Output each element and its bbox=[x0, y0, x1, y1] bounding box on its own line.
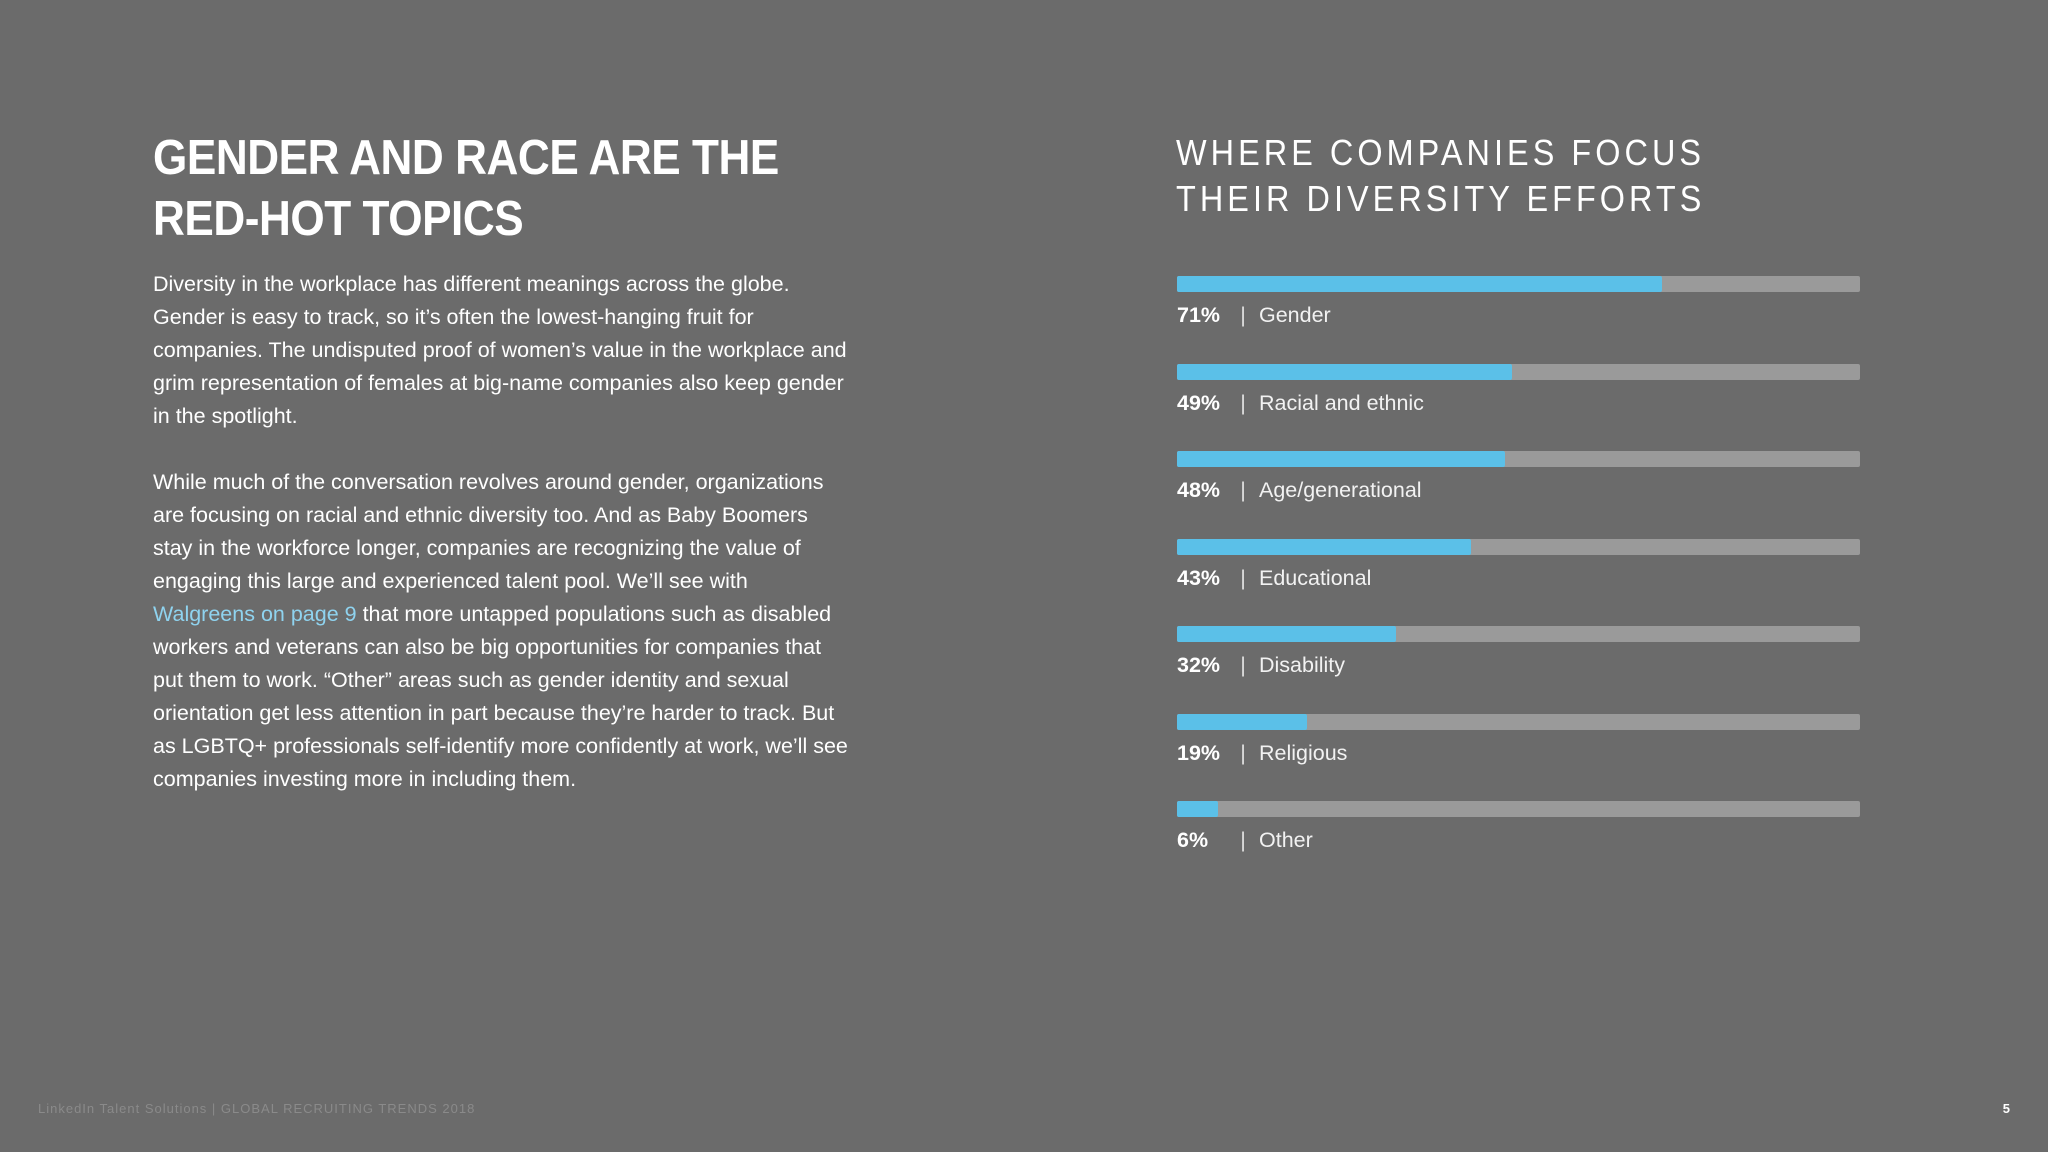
chart-title: WHERE COMPANIES FOCUS THEIR DIVERSITY EF… bbox=[1176, 130, 1705, 222]
bar-label: 71% | Gender bbox=[1177, 300, 1331, 330]
bar-value-label: 43% bbox=[1177, 565, 1221, 590]
bar-value-label: 48% bbox=[1177, 478, 1221, 502]
label-separator: | bbox=[1240, 478, 1246, 502]
bar-track bbox=[1177, 626, 1860, 642]
bar-value-label: 19% bbox=[1177, 740, 1221, 765]
label-separator: | bbox=[1240, 565, 1246, 590]
headline-line-1: GENDER AND RACE ARE THE bbox=[153, 131, 779, 185]
chart-row: 32% | Disability bbox=[1177, 626, 1860, 714]
bar-value-label: 49% bbox=[1177, 390, 1221, 415]
chart-row: 49% | Racial and ethnic bbox=[1177, 363, 1860, 452]
bar-fill bbox=[1177, 713, 1307, 730]
label-separator: | bbox=[1240, 390, 1246, 415]
page-number: 5 bbox=[2002, 1101, 2010, 1116]
headline-line-2: RED-HOT TOPICS bbox=[153, 192, 524, 246]
bar-track bbox=[1177, 451, 1860, 467]
body-paragraph-1: Diversity in the workplace has different… bbox=[153, 272, 847, 428]
diversity-focus-bar-chart: 71% | Gender 49% | Racial and ethnic 48% | Age/g… bbox=[1177, 276, 1860, 889]
bar-category-label: Educational bbox=[1259, 565, 1372, 590]
bar-category-label: Age/generational bbox=[1259, 478, 1422, 502]
bar-value-label: 6% bbox=[1177, 828, 1209, 852]
bar-label: 32% | Disability bbox=[1177, 650, 1345, 680]
bar-fill bbox=[1177, 801, 1218, 817]
footer-credit: LinkedIn Talent Solutions | GLOBAL RECRU… bbox=[38, 1101, 476, 1116]
bar-label: 6% | Other bbox=[1177, 825, 1313, 855]
label-separator: | bbox=[1240, 303, 1246, 327]
bar-fill bbox=[1177, 538, 1471, 555]
chart-title-line-2: THEIR DIVERSITY EFFORTS bbox=[1176, 178, 1706, 219]
paragraph-2-text-end: that more untapped populations such as d… bbox=[153, 602, 848, 791]
chart-title-line-1: WHERE COMPANIES FOCUS bbox=[1176, 132, 1706, 173]
bar-label: 48% | Age/generational bbox=[1177, 475, 1422, 505]
bar-label: 49% | Racial and ethnic bbox=[1177, 388, 1424, 418]
bar-category-label: Religious bbox=[1259, 740, 1348, 765]
bar-track bbox=[1177, 363, 1860, 380]
bar-track bbox=[1177, 276, 1860, 292]
label-separator: | bbox=[1240, 740, 1246, 765]
bar-label: 19% | Religious bbox=[1177, 738, 1347, 768]
bar-value-label: 32% bbox=[1177, 653, 1221, 677]
walgreens-page-link[interactable]: Walgreens on page 9 bbox=[153, 602, 357, 626]
bar-category-label: Racial and ethnic bbox=[1259, 390, 1424, 415]
chart-row: 71% | Gender bbox=[1177, 276, 1860, 364]
bar-track bbox=[1177, 538, 1860, 555]
label-separator: | bbox=[1240, 653, 1246, 677]
chart-row: 19% | Religious bbox=[1177, 713, 1860, 802]
bar-category-label: Disability bbox=[1259, 653, 1346, 677]
bar-label: 43% | Educational bbox=[1177, 563, 1371, 593]
bar-fill bbox=[1177, 451, 1505, 467]
body-paragraph-2: While much of the conversation revolves … bbox=[153, 466, 853, 796]
paragraph-2-text-start: While much of the conversation revolves … bbox=[153, 470, 824, 593]
bar-track bbox=[1177, 801, 1860, 817]
bar-category-label: Other bbox=[1259, 828, 1313, 852]
chart-row: 43% | Educational bbox=[1177, 538, 1860, 627]
chart-row: 6% | Other bbox=[1177, 801, 1860, 889]
bar-category-label: Gender bbox=[1259, 303, 1331, 327]
chart-row: 48% | Age/generational bbox=[1177, 451, 1860, 539]
bar-fill bbox=[1177, 626, 1396, 642]
label-separator: | bbox=[1240, 828, 1246, 852]
bar-track bbox=[1177, 713, 1860, 730]
body-copy: Diversity in the workplace has different… bbox=[153, 268, 853, 829]
bar-value-label: 71% bbox=[1177, 303, 1221, 327]
bar-fill bbox=[1177, 363, 1512, 380]
page-headline: GENDER AND RACE ARE THE RED-HOT TOPICS bbox=[153, 128, 801, 250]
bar-fill bbox=[1177, 276, 1662, 292]
